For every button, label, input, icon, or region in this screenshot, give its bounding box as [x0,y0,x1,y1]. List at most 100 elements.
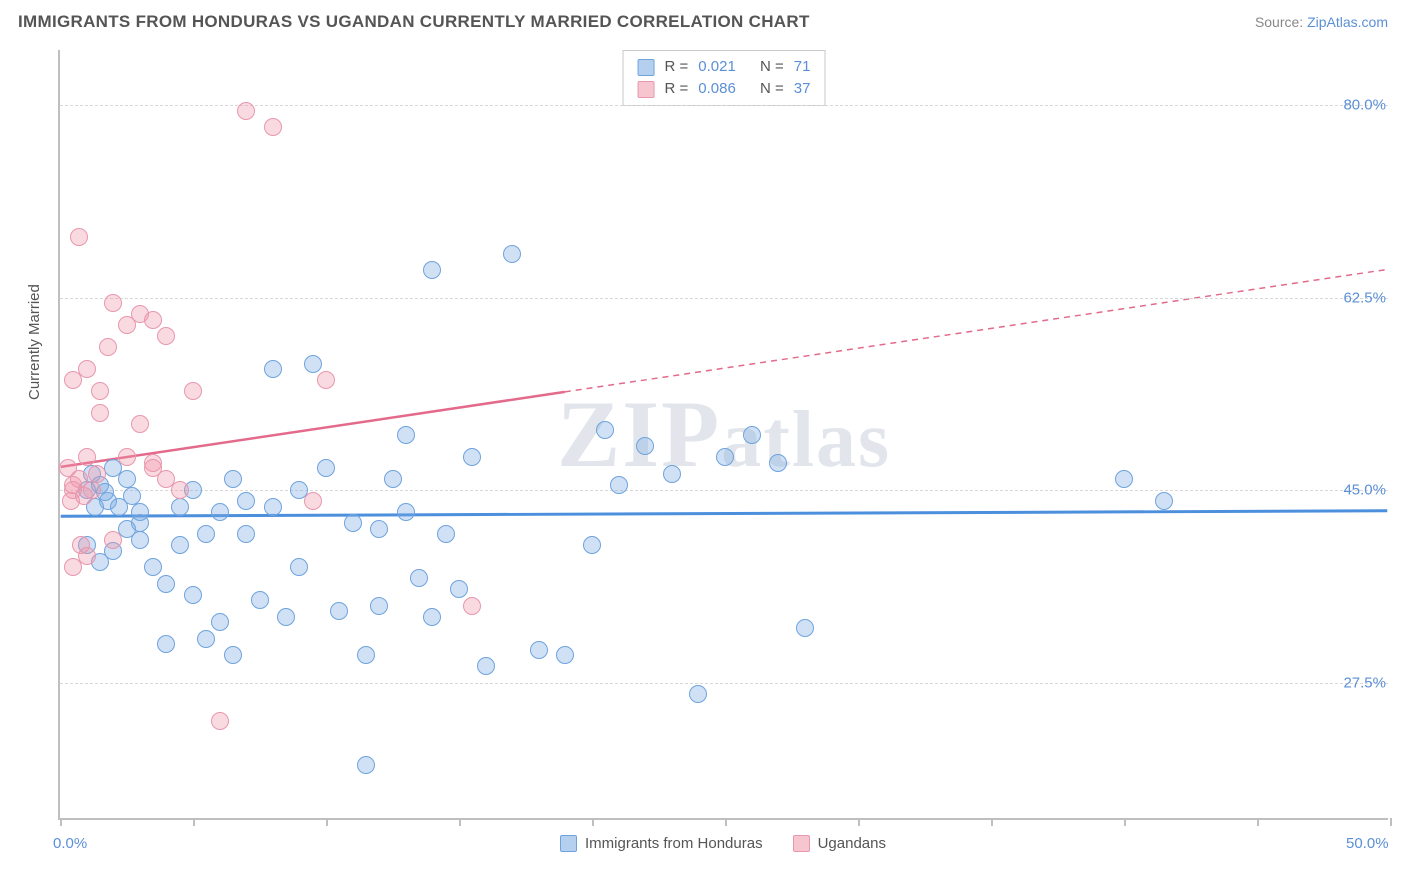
data-point [317,371,335,389]
x-tick [326,818,328,826]
data-point [88,465,106,483]
data-point [78,360,96,378]
data-point [317,459,335,477]
x-tick [1124,818,1126,826]
data-point [171,498,189,516]
chart-header: IMMIGRANTS FROM HONDURAS VS UGANDAN CURR… [0,0,1406,40]
data-point [397,503,415,521]
data-point [211,712,229,730]
data-point [91,382,109,400]
data-point [796,619,814,637]
data-point [157,575,175,593]
data-point [663,465,681,483]
y-tick-label: 27.5% [1343,674,1386,691]
data-point [610,476,628,494]
data-point [769,454,787,472]
x-tick [193,818,195,826]
trend-lines [60,50,1388,818]
data-point [104,531,122,549]
data-point [450,580,468,598]
data-point [636,437,654,455]
y-tick-label: 45.0% [1343,482,1386,499]
legend-item: Immigrants from Honduras [560,835,763,852]
data-point [370,520,388,538]
data-point [91,404,109,422]
data-point [211,503,229,521]
data-point [264,360,282,378]
y-tick-label: 62.5% [1343,289,1386,306]
data-point [384,470,402,488]
data-point [197,630,215,648]
gridline [60,105,1388,106]
x-tick [60,818,62,826]
data-point [397,426,415,444]
gridline [60,298,1388,299]
data-point [131,503,149,521]
y-tick-label: 80.0% [1343,97,1386,114]
data-point [556,646,574,664]
data-point [583,536,601,554]
data-point [157,635,175,653]
data-point [144,558,162,576]
legend-swatch-blue [560,835,577,852]
legend-item: Ugandans [793,835,886,852]
data-point [224,646,242,664]
data-point [689,685,707,703]
stats-legend: R = 0.021 N = 71 R = 0.086 N = 37 [623,50,826,106]
chart-title: IMMIGRANTS FROM HONDURAS VS UGANDAN CURR… [18,12,810,32]
data-point [99,338,117,356]
data-point [264,498,282,516]
data-point [530,641,548,659]
x-tick [1257,818,1259,826]
data-point [357,646,375,664]
source-link[interactable]: ZipAtlas.com [1307,14,1388,30]
data-point [144,311,162,329]
x-tick [1390,818,1392,826]
data-point [131,415,149,433]
data-point [304,492,322,510]
x-tick [725,818,727,826]
data-point [157,470,175,488]
data-point [237,525,255,543]
x-tick [592,818,594,826]
data-point [70,228,88,246]
data-point [743,426,761,444]
plot-area: ZIPatlas R = 0.021 N = 71 R = 0.086 N = … [58,50,1388,820]
data-point [410,569,428,587]
data-point [463,448,481,466]
data-point [596,421,614,439]
series-legend: Immigrants from Honduras Ugandans [58,835,1388,852]
gridline [60,490,1388,491]
data-point [184,586,202,604]
data-point [83,481,101,499]
data-point [277,608,295,626]
data-point [423,608,441,626]
data-point [123,487,141,505]
data-point [304,355,322,373]
data-point [224,470,242,488]
gridline [60,683,1388,684]
data-point [144,454,162,472]
data-point [78,547,96,565]
data-point [251,591,269,609]
data-point [437,525,455,543]
data-point [104,294,122,312]
data-point [118,470,136,488]
data-point [171,536,189,554]
y-axis-label: Currently Married [26,284,43,400]
data-point [237,492,255,510]
data-point [197,525,215,543]
data-point [62,492,80,510]
data-point [370,597,388,615]
legend-swatch-pink [638,81,655,98]
data-point [1115,470,1133,488]
chart-source: Source: ZipAtlas.com [1255,14,1388,30]
x-tick [858,818,860,826]
data-point [184,382,202,400]
data-point [211,613,229,631]
legend-swatch-pink [793,835,810,852]
data-point [237,102,255,120]
data-point [78,448,96,466]
legend-row: R = 0.086 N = 37 [638,78,811,100]
x-tick [459,818,461,826]
